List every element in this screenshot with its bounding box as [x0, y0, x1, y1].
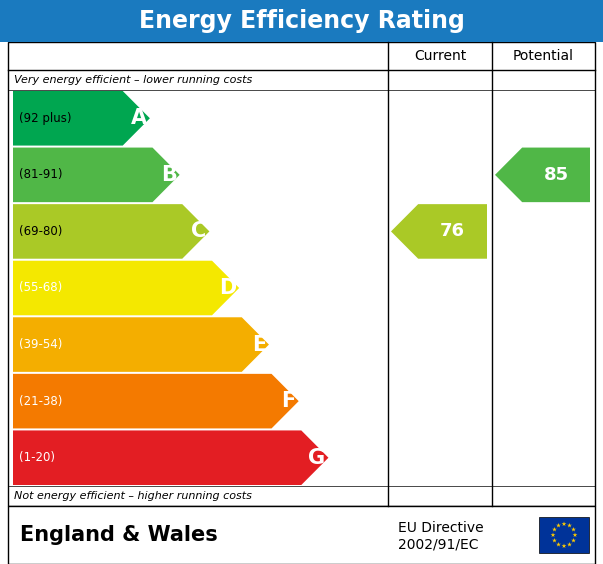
Polygon shape: [573, 532, 578, 537]
Text: Not energy efficient – higher running costs: Not energy efficient – higher running co…: [14, 491, 252, 501]
Polygon shape: [495, 148, 590, 202]
Polygon shape: [13, 148, 180, 202]
Polygon shape: [13, 318, 269, 372]
Text: (21-38): (21-38): [19, 395, 62, 408]
Polygon shape: [13, 430, 329, 485]
Text: 76: 76: [440, 222, 465, 240]
Text: D: D: [219, 278, 236, 298]
Polygon shape: [571, 527, 576, 531]
Polygon shape: [556, 523, 561, 527]
Text: England & Wales: England & Wales: [20, 525, 218, 545]
Text: EU Directive: EU Directive: [398, 521, 484, 535]
Text: (39-54): (39-54): [19, 338, 62, 351]
Bar: [539, 517, 589, 553]
Polygon shape: [13, 91, 150, 146]
Text: (81-91): (81-91): [19, 169, 63, 182]
Polygon shape: [561, 544, 566, 548]
Text: Very energy efficient – lower running costs: Very energy efficient – lower running co…: [14, 75, 252, 85]
Text: Potential: Potential: [513, 49, 574, 63]
Polygon shape: [13, 261, 239, 315]
Bar: [8, 42, 595, 506]
Polygon shape: [561, 522, 566, 526]
Polygon shape: [556, 542, 561, 547]
Text: (1-20): (1-20): [19, 451, 55, 464]
Polygon shape: [567, 523, 572, 527]
Text: G: G: [308, 448, 326, 468]
Bar: [0, 0, 603, 42]
Polygon shape: [551, 532, 555, 537]
Polygon shape: [571, 538, 576, 543]
Bar: [8, 506, 595, 564]
Polygon shape: [552, 527, 557, 531]
Text: (69-80): (69-80): [19, 225, 62, 238]
Text: E: E: [251, 334, 266, 355]
Text: Current: Current: [414, 49, 466, 63]
Text: 2002/91/EC: 2002/91/EC: [398, 537, 479, 551]
Text: (55-68): (55-68): [19, 281, 62, 294]
Text: 85: 85: [543, 166, 569, 184]
Polygon shape: [13, 374, 298, 429]
Polygon shape: [567, 542, 572, 547]
Text: C: C: [191, 222, 206, 241]
Polygon shape: [13, 204, 209, 259]
Text: A: A: [131, 108, 147, 128]
Text: Energy Efficiency Rating: Energy Efficiency Rating: [139, 9, 464, 33]
Polygon shape: [391, 204, 487, 259]
Text: (92 plus): (92 plus): [19, 112, 72, 125]
Text: F: F: [282, 391, 295, 411]
Text: B: B: [161, 165, 177, 185]
Polygon shape: [552, 538, 557, 543]
